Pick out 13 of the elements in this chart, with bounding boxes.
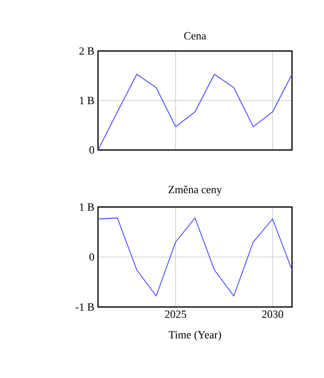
x-tick-label: 2030 (262, 310, 284, 318)
y-tick-label: 0 (89, 253, 94, 261)
x-axis-title: Time (Year) (168, 330, 222, 341)
y-tick-label: 1 B (80, 96, 94, 104)
line-series (98, 74, 292, 150)
y-tick-label: 1 B (80, 203, 94, 211)
y-tick-label: 0 (89, 146, 94, 154)
x-tick-label: 2025 (165, 310, 186, 318)
chart-title: Cena (184, 32, 206, 40)
line-series (98, 218, 292, 296)
y-tick-label: 2 B (79, 47, 94, 55)
y-tick-label: -1 B (76, 303, 94, 311)
chart-title: Změna ceny (168, 186, 222, 196)
